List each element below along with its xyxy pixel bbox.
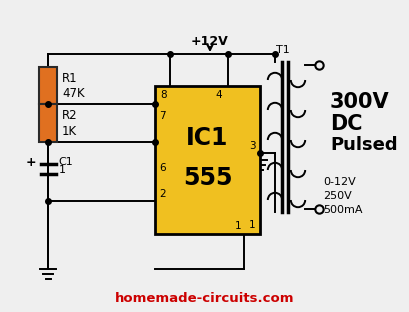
Text: 1: 1 <box>235 221 241 231</box>
Text: T1: T1 <box>276 45 290 55</box>
Text: 6: 6 <box>159 163 166 173</box>
Text: 500mA: 500mA <box>323 205 362 215</box>
Text: 555: 555 <box>183 166 232 190</box>
Text: Pulsed: Pulsed <box>330 136 398 154</box>
Text: 0-12V: 0-12V <box>323 177 356 187</box>
Text: 1: 1 <box>58 165 65 175</box>
Text: +: + <box>26 155 36 168</box>
Text: 47K: 47K <box>62 87 85 100</box>
Bar <box>39 67 57 104</box>
Text: 250V: 250V <box>323 191 352 201</box>
Text: 1K: 1K <box>62 125 77 138</box>
Text: DC: DC <box>330 114 362 134</box>
Text: C1: C1 <box>58 157 73 167</box>
Text: 8: 8 <box>160 90 166 100</box>
Bar <box>155 86 260 234</box>
Text: R1: R1 <box>62 71 78 85</box>
Text: R2: R2 <box>62 109 78 122</box>
Text: IC1: IC1 <box>187 126 229 150</box>
Text: +12V: +12V <box>191 35 229 48</box>
Text: 300V: 300V <box>330 92 390 112</box>
Text: 1: 1 <box>248 220 255 230</box>
Text: 4: 4 <box>216 90 222 100</box>
Text: 3: 3 <box>249 141 256 151</box>
Text: 7: 7 <box>159 111 166 121</box>
Text: 2: 2 <box>159 189 166 199</box>
Bar <box>39 104 57 142</box>
Text: homemade-circuits.com: homemade-circuits.com <box>115 291 295 305</box>
